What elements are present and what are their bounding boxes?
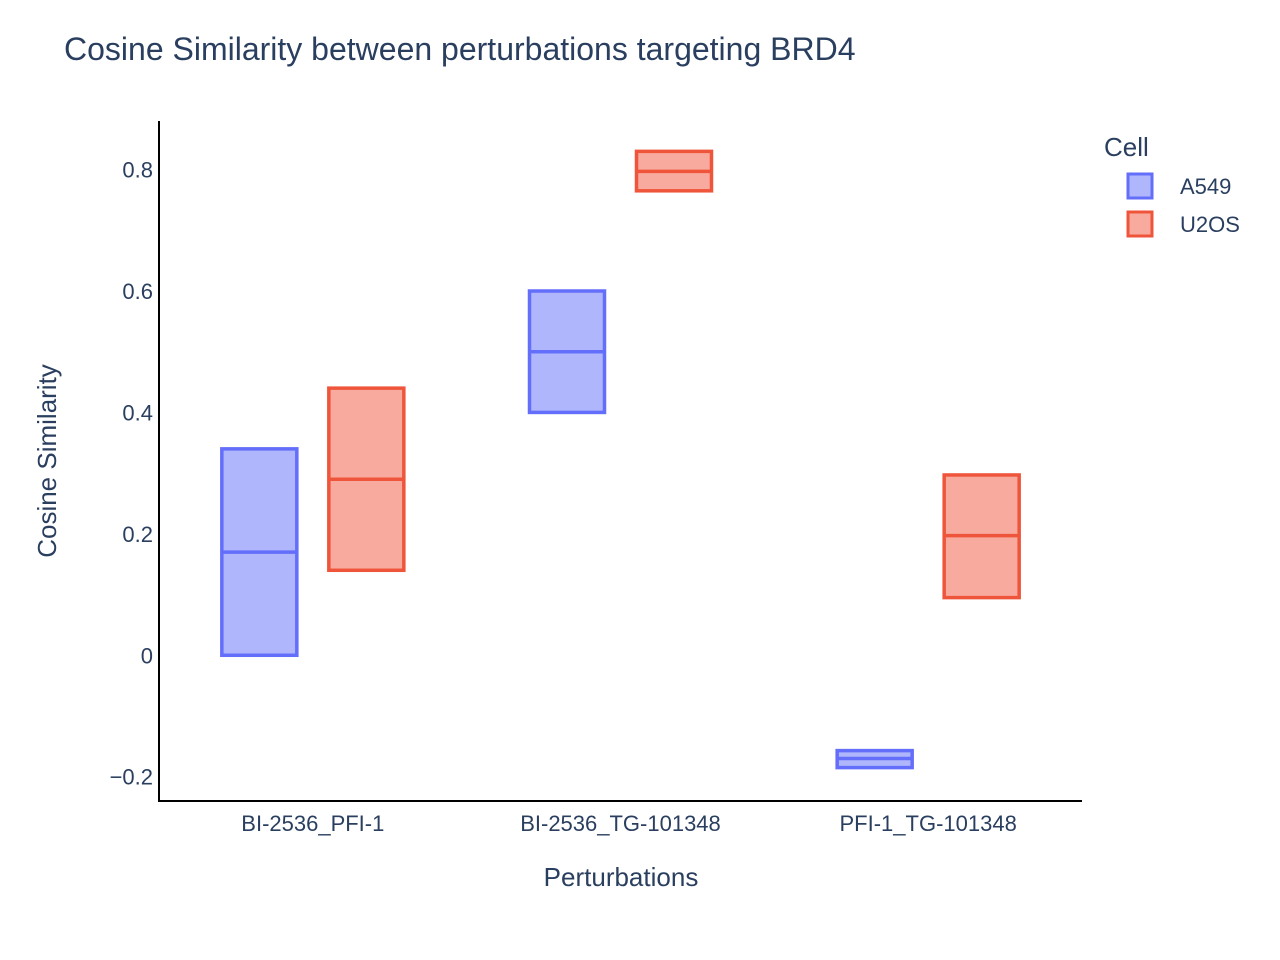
box-a549-0 xyxy=(220,447,299,658)
y-tick-label: 0 xyxy=(141,643,153,668)
legend-label: U2OS xyxy=(1180,212,1240,237)
legend-swatch xyxy=(1126,172,1154,200)
chart-title: Cosine Similarity between perturbations … xyxy=(64,31,856,67)
y-tick-label: 0.4 xyxy=(122,400,153,425)
y-axis-title: Cosine Similarity xyxy=(32,364,62,558)
legend-title: Cell xyxy=(1104,132,1149,162)
x-tick-label: BI-2536_TG-101348 xyxy=(520,811,721,836)
y-tick-label: 0.8 xyxy=(122,158,153,183)
legend: Cell A549 U2OS xyxy=(1104,132,1240,238)
legend-item-u2os[interactable]: U2OS xyxy=(1126,210,1240,238)
x-tick-labels: BI-2536_PFI-1 BI-2536_TG-101348 PFI-1_TG-1… xyxy=(241,811,1017,836)
box-u2os-1 xyxy=(634,149,714,193)
box-a549-2 xyxy=(835,748,914,770)
x-axis-title: Perturbations xyxy=(544,862,699,892)
box-u2os-2 xyxy=(942,473,1021,600)
y-tick-label: 0.2 xyxy=(122,522,153,547)
legend-item-a549[interactable]: A549 xyxy=(1126,172,1231,200)
y-tick-labels: −0.2 0 0.2 0.4 0.6 0.8 xyxy=(110,158,153,790)
box-u2os-0 xyxy=(327,386,406,573)
box-a549-1 xyxy=(527,289,607,415)
y-tick-label: −0.2 xyxy=(110,765,153,790)
legend-label: A549 xyxy=(1180,174,1231,199)
plot-area xyxy=(220,149,1021,770)
y-tick-label: 0.6 xyxy=(122,279,153,304)
legend-swatch xyxy=(1126,210,1154,238)
x-tick-label: BI-2536_PFI-1 xyxy=(241,811,384,836)
x-tick-label: PFI-1_TG-101348 xyxy=(840,811,1017,836)
